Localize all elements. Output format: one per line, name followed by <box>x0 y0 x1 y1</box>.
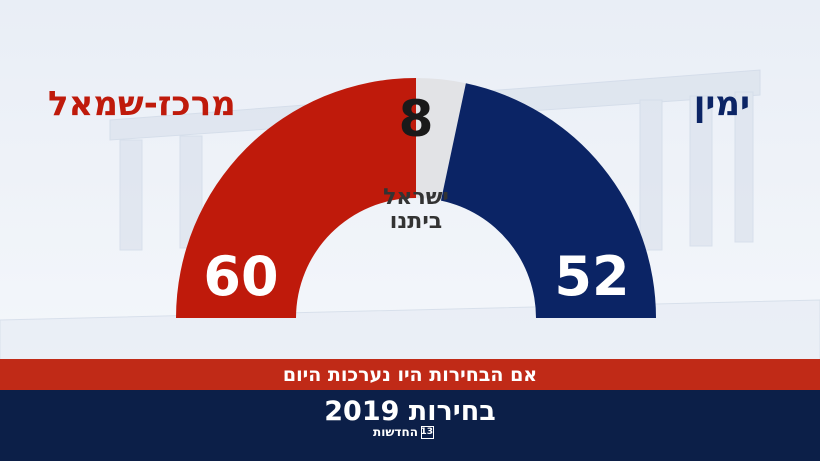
segment-1 <box>416 78 466 201</box>
center-party-name: ישראל ביתנו <box>356 186 476 234</box>
center-party-seats: 8 <box>398 90 434 148</box>
right-bloc-seats: 52 <box>554 245 630 308</box>
channel-logo-icon: 13 <box>420 425 434 439</box>
segment-2 <box>440 83 656 319</box>
subtitle: אם הבחירות היו נערכות היום <box>282 363 538 386</box>
channel-logo-text: החדשות <box>373 425 418 439</box>
left-bloc-seats: 60 <box>203 245 279 308</box>
center-party-name-line1: ישראל <box>383 185 449 210</box>
center-party-name-line2: ביתנו <box>389 209 443 234</box>
subtitle-band: אם הבחירות היו נערכות היום <box>0 359 820 390</box>
footer-title: בחירות 2019 <box>324 396 496 427</box>
left-bloc-label: מרכז-שמאל <box>48 84 236 124</box>
segment-0 <box>176 78 416 318</box>
right-bloc-label: ימין <box>693 84 750 124</box>
footer-bar: בחירות 2019 <box>0 390 820 461</box>
channel-logo: 13 החדשות <box>373 425 434 439</box>
